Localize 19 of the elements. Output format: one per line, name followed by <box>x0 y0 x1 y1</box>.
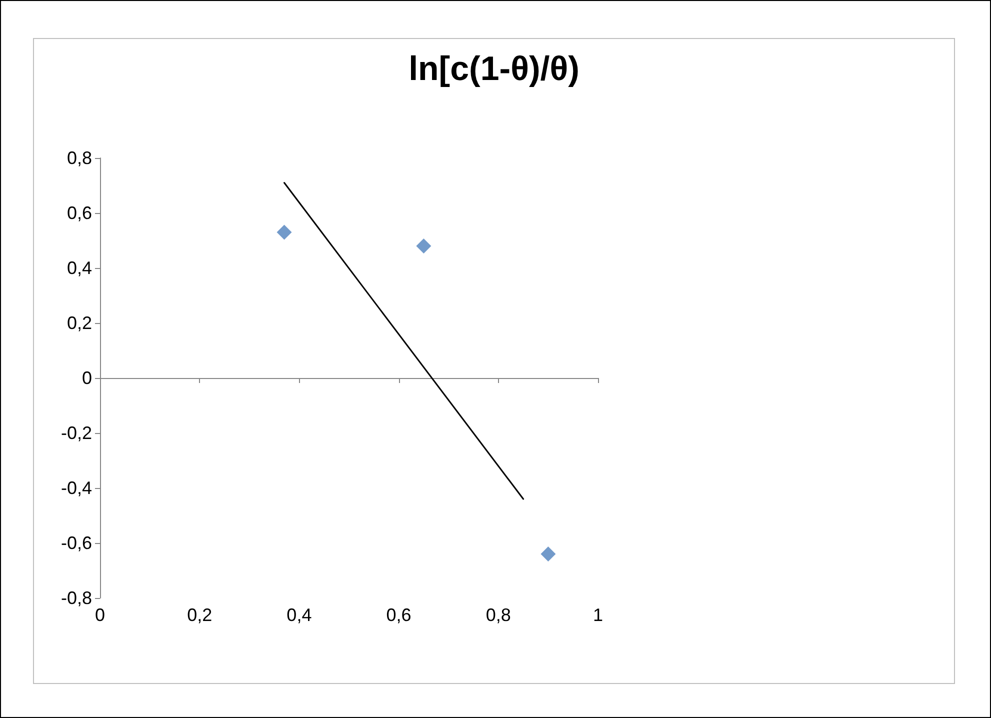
y-tick-label: 0,2 <box>66 313 92 333</box>
y-tick-label: 0,6 <box>66 203 92 223</box>
y-tick-label: 0,8 <box>66 148 92 168</box>
x-tick-label: 0,2 <box>187 605 212 625</box>
x-tick-label: 0,8 <box>486 605 511 625</box>
y-tick-label: 0,4 <box>66 258 92 278</box>
y-tick-label: 0 <box>82 368 92 388</box>
x-tick-label: 0,4 <box>286 605 312 625</box>
point <box>416 238 432 254</box>
x-tick-label: 1 <box>592 605 604 625</box>
y-tick-label: -0,4 <box>60 478 92 498</box>
x-tick-label: 0,6 <box>386 605 412 625</box>
y-tick-label: -0,6 <box>60 533 92 553</box>
chart-title: ln[c(1-θ)/θ) <box>408 50 580 88</box>
y-tick-label: -0,2 <box>60 423 92 443</box>
point <box>276 224 292 240</box>
point <box>540 546 556 562</box>
x-tick-label: 0 <box>94 605 106 625</box>
y-tick-label: -0,8 <box>60 588 92 608</box>
